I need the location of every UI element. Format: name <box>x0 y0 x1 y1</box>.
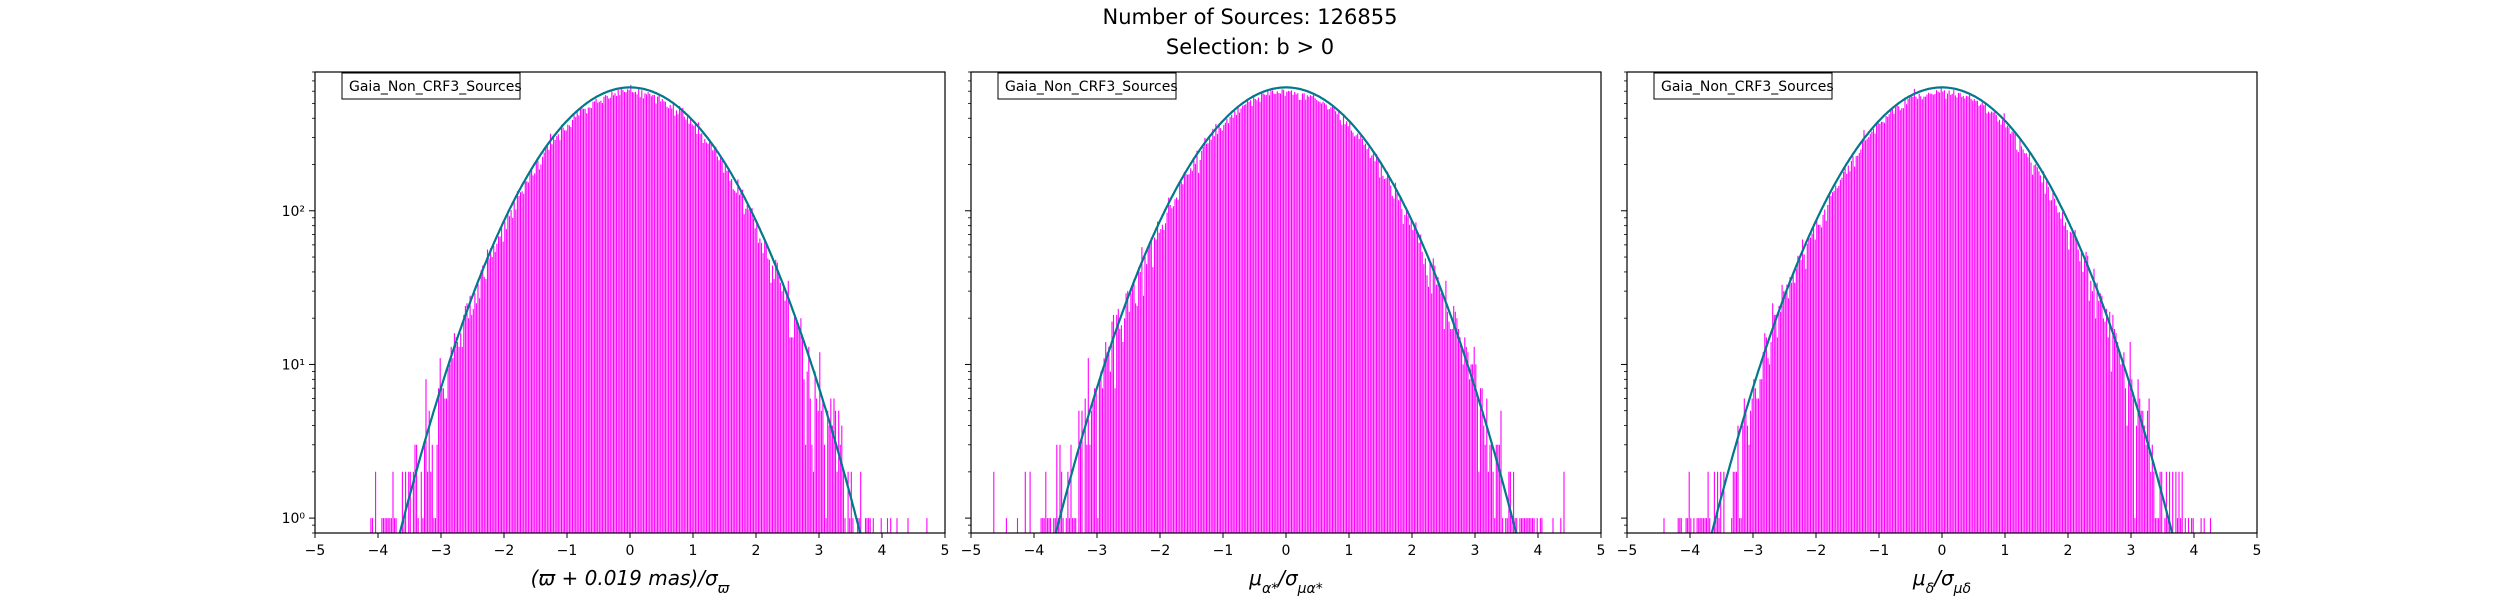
histogram-series <box>1663 88 2212 533</box>
legend-label: Gaia_Non_CRF3_Sources <box>1661 79 1834 95</box>
figure-title-line2: Selection: b > 0 <box>1166 35 1334 59</box>
x-tick-label: 5 <box>941 543 950 559</box>
x-tick-label: 3 <box>815 543 824 559</box>
x-tick-label: −3 <box>1743 543 1764 559</box>
legend-box <box>1653 72 1833 100</box>
x-tick-label: −5 <box>1617 543 1638 559</box>
x-tick-label: −2 <box>494 543 515 559</box>
panels: −5 −4 −3 −2 −1 0 1 2 3 4 5 10⁰ 10¹ 10² Gaia_Non_CRF3_S… <box>282 71 2262 597</box>
x-tick-label: −1 <box>1213 543 1234 559</box>
x-axis-label: μα*/σμα* <box>1248 566 1323 597</box>
y-tick-label: 10⁰ <box>282 511 306 527</box>
x-axis-label: μδ/σμδ <box>1912 566 1971 597</box>
x-tick-label: 4 <box>2190 543 2199 559</box>
x-tick-label: 4 <box>878 543 887 559</box>
x-tick-label: −2 <box>1150 543 1171 559</box>
legend-label: Gaia_Non_CRF3_Sources <box>1005 79 1178 95</box>
legend-label: Gaia_Non_CRF3_Sources <box>349 79 522 95</box>
x-tick-label: 1 <box>1345 543 1354 559</box>
histogram-series <box>993 89 1565 533</box>
x-tick-label: −4 <box>1680 543 1701 559</box>
legend-box <box>341 72 521 100</box>
x-tick-label: 3 <box>2127 543 2136 559</box>
x-tick-label: −3 <box>1087 543 1108 559</box>
x-tick-label: 3 <box>1471 543 1480 559</box>
gaussian-curve <box>1054 86 1518 533</box>
x-tick-label: 0 <box>1938 543 1947 559</box>
y-tick-label: 10¹ <box>282 357 305 373</box>
x-axis-label: (ϖ + 0.019 mas)/σϖ <box>531 566 731 597</box>
x-tick-label: −4 <box>1024 543 1045 559</box>
plot-frame <box>970 71 1602 534</box>
legend-box <box>997 72 1177 100</box>
x-tick-label: −1 <box>557 543 578 559</box>
x-tick-label: 0 <box>1282 543 1291 559</box>
x-tick-label: −1 <box>1869 543 1890 559</box>
x-tick-label: −2 <box>1806 543 1827 559</box>
x-tick-label: 5 <box>1597 543 1606 559</box>
gaussian-curve <box>398 86 862 533</box>
x-tick-label: 2 <box>2064 543 2073 559</box>
plot-frame <box>314 71 946 534</box>
x-tick-label: 1 <box>689 543 698 559</box>
chart-panel-2: −5 −4 −3 −2 −1 0 1 2 3 4 5 Gaia_Non_CRF3_Sources μα*… <box>961 71 1606 597</box>
chart-panel-1: −5 −4 −3 −2 −1 0 1 2 3 4 5 10⁰ 10¹ 10² Gaia_Non_CRF3_S… <box>282 71 950 597</box>
chart-panel-3: −5 −4 −3 −2 −1 0 1 2 3 4 5 Gaia_Non_CRF3_Sources μδ/… <box>1617 71 2262 597</box>
x-tick-label: 1 <box>2001 543 2010 559</box>
x-tick-label: 5 <box>2253 543 2262 559</box>
x-tick-label: −5 <box>961 543 982 559</box>
y-tick-label: 10² <box>282 204 305 220</box>
plot-frame <box>1626 71 2258 534</box>
x-tick-label: −5 <box>305 543 326 559</box>
x-tick-label: −4 <box>368 543 389 559</box>
x-tick-label: 2 <box>1408 543 1417 559</box>
gaussian-curve <box>1710 86 2174 533</box>
x-tick-label: 0 <box>626 543 635 559</box>
figure-title-line1: Number of Sources: 126855 <box>1103 5 1398 29</box>
x-tick-label: 4 <box>1534 543 1543 559</box>
histogram-series <box>370 84 928 533</box>
x-tick-label: −3 <box>431 543 452 559</box>
x-tick-label: 2 <box>752 543 761 559</box>
